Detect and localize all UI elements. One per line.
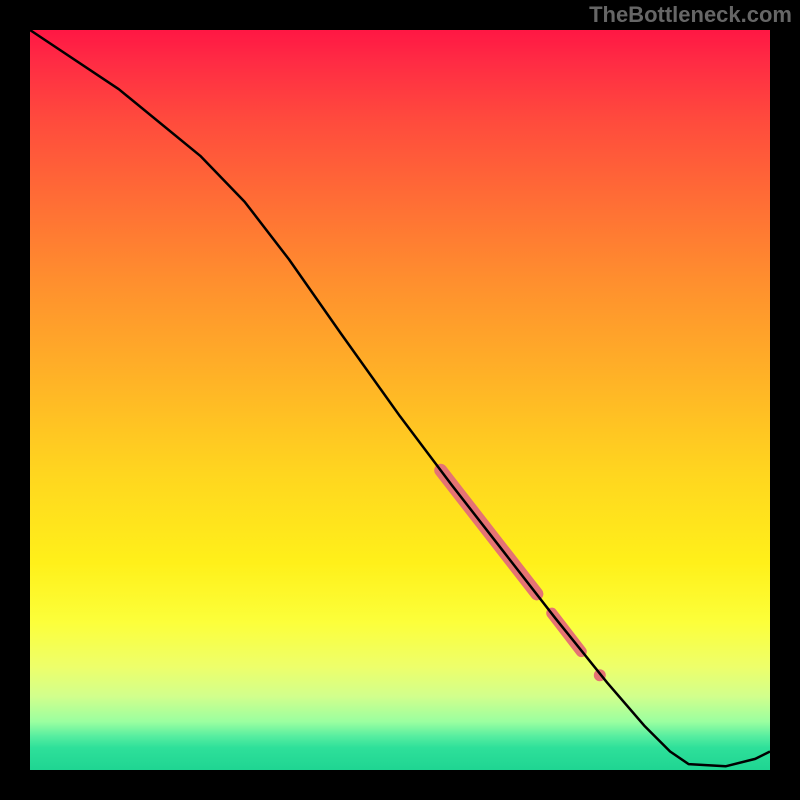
chart-container: TheBottleneck.com <box>0 0 800 800</box>
plot-background <box>30 30 770 770</box>
chart-canvas <box>0 0 800 800</box>
watermark-text: TheBottleneck.com <box>589 2 792 28</box>
